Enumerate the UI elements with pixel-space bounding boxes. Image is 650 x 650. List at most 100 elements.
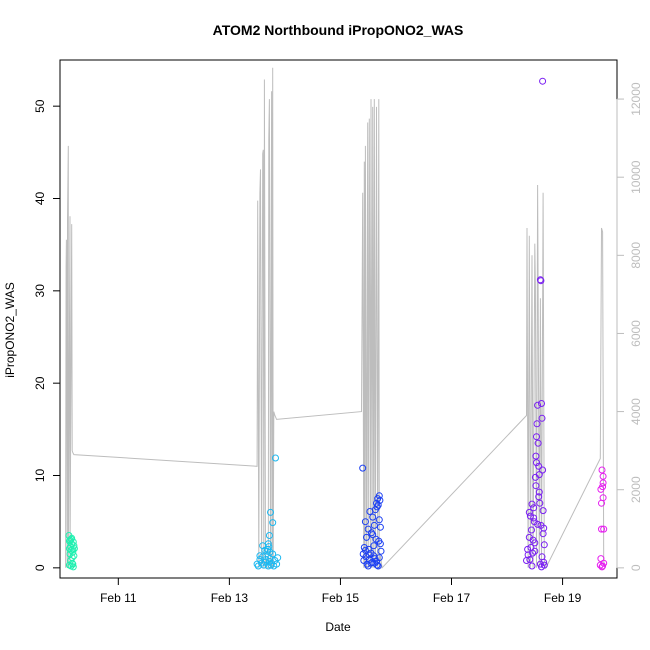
data-point [67, 535, 75, 543]
data-point [267, 508, 274, 516]
data-point [532, 482, 540, 490]
y2-tick-label: 12000 [629, 82, 643, 116]
data-point [535, 488, 543, 496]
data-point [533, 420, 541, 428]
data-point [531, 539, 539, 547]
y2-tick-label: 4000 [629, 398, 643, 425]
data-point [537, 521, 545, 529]
data-point [262, 556, 270, 563]
data-point [371, 559, 379, 567]
data-point [525, 508, 533, 516]
data-point [535, 493, 543, 501]
data-point [540, 561, 548, 569]
data-point [598, 525, 605, 533]
data-point [69, 563, 77, 571]
x-axis-label: Date [325, 620, 351, 634]
data-point [376, 496, 384, 504]
series-2 [253, 454, 282, 570]
data-point [530, 504, 538, 512]
y-tick-label: 30 [33, 284, 47, 298]
x-axis: Feb 11 Feb 13 Feb 15 Feb 17 Feb 19 [100, 577, 582, 605]
x-tick-label: Feb 17 [433, 591, 471, 605]
y-tick-label: 20 [33, 376, 47, 390]
data-point [70, 545, 78, 552]
data-point [363, 533, 370, 541]
data-point [368, 529, 375, 537]
altitude-trace-layer [65, 67, 606, 570]
data-point [70, 552, 78, 560]
secondary-y-axis: 0 2000 4000 6000 8000 10000 12000 [616, 82, 643, 571]
data-point [537, 277, 545, 285]
data-point [375, 492, 383, 500]
data-point [266, 548, 274, 556]
data-point [361, 546, 369, 554]
x-tick-label: Feb 13 [211, 591, 249, 605]
data-point [536, 499, 544, 507]
data-point [273, 560, 281, 568]
data-point [539, 466, 547, 474]
data-point [369, 531, 377, 539]
data-point [600, 559, 608, 567]
data-point [528, 500, 536, 508]
data-point [533, 433, 540, 441]
data-point [526, 556, 534, 563]
series-5 [596, 466, 608, 571]
data-point [370, 521, 378, 529]
data-point [598, 466, 606, 474]
data-point [534, 520, 542, 528]
x-tick-label: Feb 19 [544, 591, 582, 605]
data-point [535, 462, 543, 470]
altitude-line [65, 67, 606, 570]
data-point [65, 537, 73, 545]
data-point [528, 526, 535, 534]
data-point [534, 401, 542, 409]
data-point [269, 519, 277, 527]
data-point [274, 554, 282, 562]
data-point [373, 561, 381, 569]
data-point [600, 525, 608, 533]
y-axis-label: iPropONO2_WAS [3, 282, 17, 378]
data-point [539, 507, 547, 515]
y-tick-label: 10 [33, 469, 47, 483]
data-point [369, 513, 377, 521]
data-point [531, 547, 539, 555]
y2-tick-label: 0 [629, 564, 643, 571]
data-point [373, 503, 381, 511]
series-4 [523, 77, 548, 571]
data-point [374, 501, 382, 509]
data-point [530, 514, 538, 522]
data-point [524, 551, 532, 559]
series-3 [359, 464, 385, 570]
data-point [535, 471, 543, 479]
data-point [376, 540, 384, 548]
data-point [534, 439, 542, 447]
y2-tick-label: 10000 [629, 160, 643, 194]
data-point [370, 542, 378, 550]
data-point [265, 532, 273, 539]
series-1 [65, 532, 78, 571]
y-axis: 0 10 20 30 40 50 [33, 99, 61, 571]
data-point [539, 77, 547, 85]
x-tick-label: Feb 11 [100, 591, 137, 605]
data-point [598, 563, 606, 571]
data-point [375, 516, 383, 524]
data-point [538, 400, 545, 407]
data-point [377, 547, 385, 555]
data-point [69, 560, 77, 568]
data-point [258, 559, 266, 567]
data-point [69, 548, 77, 556]
y-tick-label: 50 [33, 99, 47, 113]
data-point [528, 562, 536, 570]
data-point [597, 485, 605, 493]
y2-tick-label: 8000 [629, 242, 643, 269]
data-point [272, 454, 279, 462]
x-tick-label: Feb 15 [322, 591, 360, 605]
data-point [361, 518, 369, 526]
data-point [538, 553, 546, 561]
data-point [532, 452, 540, 460]
data-point [256, 552, 264, 560]
data-point [359, 464, 367, 472]
data-point [599, 494, 607, 502]
data-point [70, 542, 78, 550]
